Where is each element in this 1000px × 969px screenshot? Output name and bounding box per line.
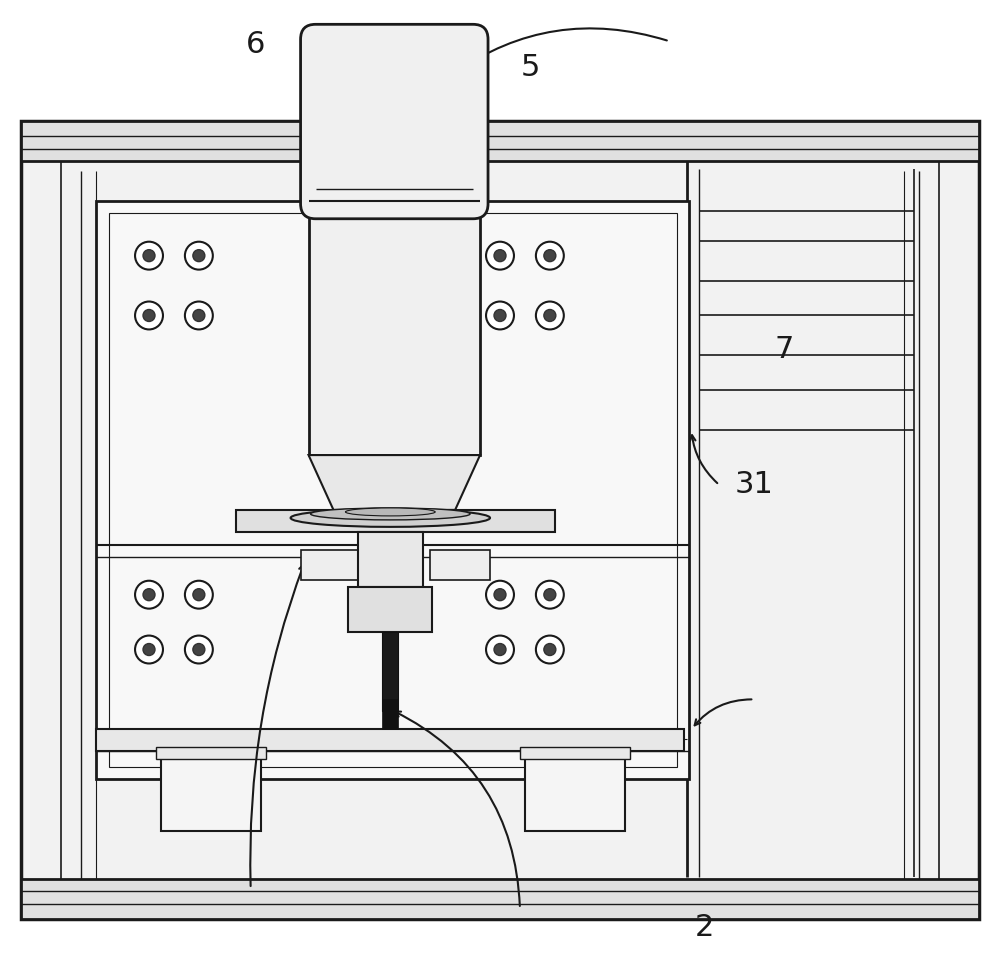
- Circle shape: [143, 309, 155, 322]
- Bar: [525, 751, 625, 831]
- Circle shape: [486, 580, 514, 609]
- Bar: [236, 510, 555, 532]
- Bar: [430, 549, 490, 579]
- Circle shape: [143, 643, 155, 655]
- Bar: [382, 700, 398, 730]
- Circle shape: [544, 309, 556, 322]
- Text: 2: 2: [694, 913, 714, 942]
- Ellipse shape: [311, 508, 470, 520]
- Circle shape: [544, 589, 556, 601]
- Circle shape: [544, 250, 556, 262]
- Bar: [96, 201, 689, 779]
- Bar: [301, 549, 360, 579]
- Ellipse shape: [291, 509, 490, 527]
- Circle shape: [193, 589, 205, 601]
- Circle shape: [536, 636, 564, 664]
- Circle shape: [185, 241, 213, 269]
- Text: 5: 5: [520, 52, 540, 81]
- Polygon shape: [309, 455, 480, 510]
- Circle shape: [135, 301, 163, 329]
- Circle shape: [193, 643, 205, 655]
- FancyBboxPatch shape: [301, 24, 488, 219]
- Circle shape: [536, 301, 564, 329]
- Text: 6: 6: [246, 30, 265, 59]
- Bar: [358, 532, 423, 586]
- Circle shape: [536, 241, 564, 269]
- Circle shape: [135, 241, 163, 269]
- Text: 7: 7: [774, 334, 794, 363]
- Text: 31: 31: [734, 470, 773, 499]
- Circle shape: [494, 589, 506, 601]
- Circle shape: [536, 580, 564, 609]
- Circle shape: [193, 250, 205, 262]
- Bar: [382, 632, 398, 711]
- Circle shape: [494, 250, 506, 262]
- Circle shape: [143, 250, 155, 262]
- Bar: [21, 879, 979, 919]
- Circle shape: [193, 309, 205, 322]
- Circle shape: [544, 643, 556, 655]
- Circle shape: [486, 636, 514, 664]
- Circle shape: [185, 301, 213, 329]
- Circle shape: [135, 580, 163, 609]
- Bar: [309, 201, 480, 455]
- Bar: [161, 751, 261, 831]
- Bar: [21, 121, 979, 919]
- Circle shape: [143, 589, 155, 601]
- Ellipse shape: [345, 508, 435, 516]
- Circle shape: [486, 301, 514, 329]
- Bar: [21, 121, 979, 161]
- Bar: [520, 747, 630, 759]
- Bar: [109, 213, 677, 767]
- Circle shape: [135, 636, 163, 664]
- Circle shape: [185, 636, 213, 664]
- Bar: [156, 747, 266, 759]
- Circle shape: [494, 643, 506, 655]
- Circle shape: [185, 580, 213, 609]
- Bar: [348, 586, 432, 632]
- Circle shape: [486, 241, 514, 269]
- Circle shape: [494, 309, 506, 322]
- Bar: [96, 730, 684, 751]
